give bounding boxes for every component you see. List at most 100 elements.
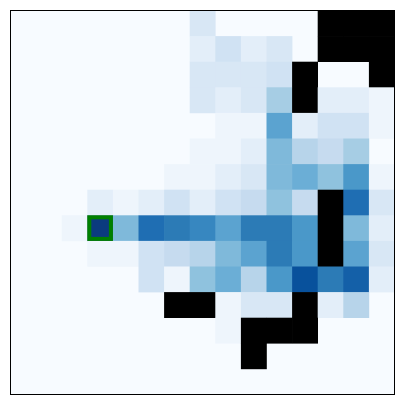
cell bbox=[240, 215, 267, 242]
cell bbox=[266, 164, 293, 190]
cell bbox=[138, 189, 165, 216]
cell bbox=[317, 138, 344, 165]
cell bbox=[266, 215, 293, 242]
cell bbox=[164, 189, 190, 216]
cell bbox=[189, 36, 216, 62]
cell bbox=[87, 215, 114, 242]
cell bbox=[266, 292, 293, 318]
cell bbox=[368, 215, 395, 242]
cell bbox=[189, 10, 216, 37]
cell bbox=[292, 189, 318, 216]
cell bbox=[164, 215, 190, 242]
cell bbox=[292, 138, 318, 165]
cell bbox=[240, 61, 267, 88]
cell bbox=[189, 266, 216, 293]
cell bbox=[343, 112, 370, 139]
frame bbox=[10, 10, 395, 395]
wall bbox=[164, 292, 190, 318]
cell bbox=[266, 87, 293, 114]
cell bbox=[343, 189, 370, 216]
cell bbox=[317, 112, 344, 139]
wall bbox=[292, 61, 318, 88]
cell bbox=[215, 292, 242, 318]
wall bbox=[368, 10, 395, 37]
cell bbox=[343, 164, 370, 190]
cell bbox=[138, 215, 165, 242]
cell bbox=[240, 87, 267, 114]
cell bbox=[240, 36, 267, 62]
cell bbox=[368, 164, 395, 190]
wall bbox=[343, 10, 370, 37]
cell bbox=[215, 317, 242, 344]
cell bbox=[368, 112, 395, 139]
cell bbox=[189, 240, 216, 267]
cell bbox=[292, 112, 318, 139]
cell bbox=[266, 189, 293, 216]
cell bbox=[343, 292, 370, 318]
cell bbox=[189, 215, 216, 242]
wall bbox=[266, 317, 293, 344]
cell bbox=[189, 164, 216, 190]
agent bbox=[87, 215, 113, 241]
cell bbox=[215, 87, 242, 114]
cell bbox=[87, 240, 114, 267]
wall bbox=[292, 317, 318, 344]
cell bbox=[240, 266, 267, 293]
cell bbox=[164, 266, 190, 293]
cell bbox=[215, 138, 242, 165]
cell bbox=[215, 61, 242, 88]
cell bbox=[368, 266, 395, 293]
cell bbox=[368, 87, 395, 114]
cell bbox=[317, 266, 344, 293]
wall bbox=[368, 61, 395, 88]
cell bbox=[343, 240, 370, 267]
wall bbox=[317, 240, 344, 267]
cell bbox=[266, 61, 293, 88]
cell bbox=[240, 138, 267, 165]
cell bbox=[189, 138, 216, 165]
cell bbox=[112, 189, 139, 216]
cell bbox=[292, 215, 318, 242]
wall bbox=[189, 292, 216, 318]
cell bbox=[215, 266, 242, 293]
cell bbox=[240, 164, 267, 190]
cells bbox=[10, 10, 395, 395]
cell bbox=[343, 87, 370, 114]
cell bbox=[266, 266, 293, 293]
cell bbox=[215, 112, 242, 139]
cell bbox=[240, 112, 267, 139]
cell bbox=[189, 61, 216, 88]
cell bbox=[138, 240, 165, 267]
cell bbox=[292, 164, 318, 190]
cell bbox=[164, 240, 190, 267]
cell bbox=[215, 36, 242, 62]
cell bbox=[240, 189, 267, 216]
wall bbox=[317, 36, 344, 62]
cell bbox=[112, 215, 139, 242]
cell bbox=[343, 138, 370, 165]
wall bbox=[317, 189, 344, 216]
cell bbox=[240, 292, 267, 318]
cell bbox=[87, 189, 114, 216]
cell bbox=[317, 292, 344, 318]
cell bbox=[317, 164, 344, 190]
cell bbox=[343, 266, 370, 293]
cell bbox=[292, 240, 318, 267]
wall bbox=[240, 343, 267, 370]
cell bbox=[266, 36, 293, 62]
cell bbox=[215, 164, 242, 190]
cell bbox=[240, 240, 267, 267]
cell bbox=[292, 266, 318, 293]
wall bbox=[317, 215, 344, 242]
cell bbox=[343, 215, 370, 242]
cell bbox=[266, 112, 293, 139]
wall bbox=[368, 36, 395, 62]
cell bbox=[61, 215, 88, 242]
wall bbox=[343, 36, 370, 62]
cell bbox=[164, 164, 190, 190]
wall bbox=[240, 317, 267, 344]
cell bbox=[138, 266, 165, 293]
cell bbox=[215, 189, 242, 216]
